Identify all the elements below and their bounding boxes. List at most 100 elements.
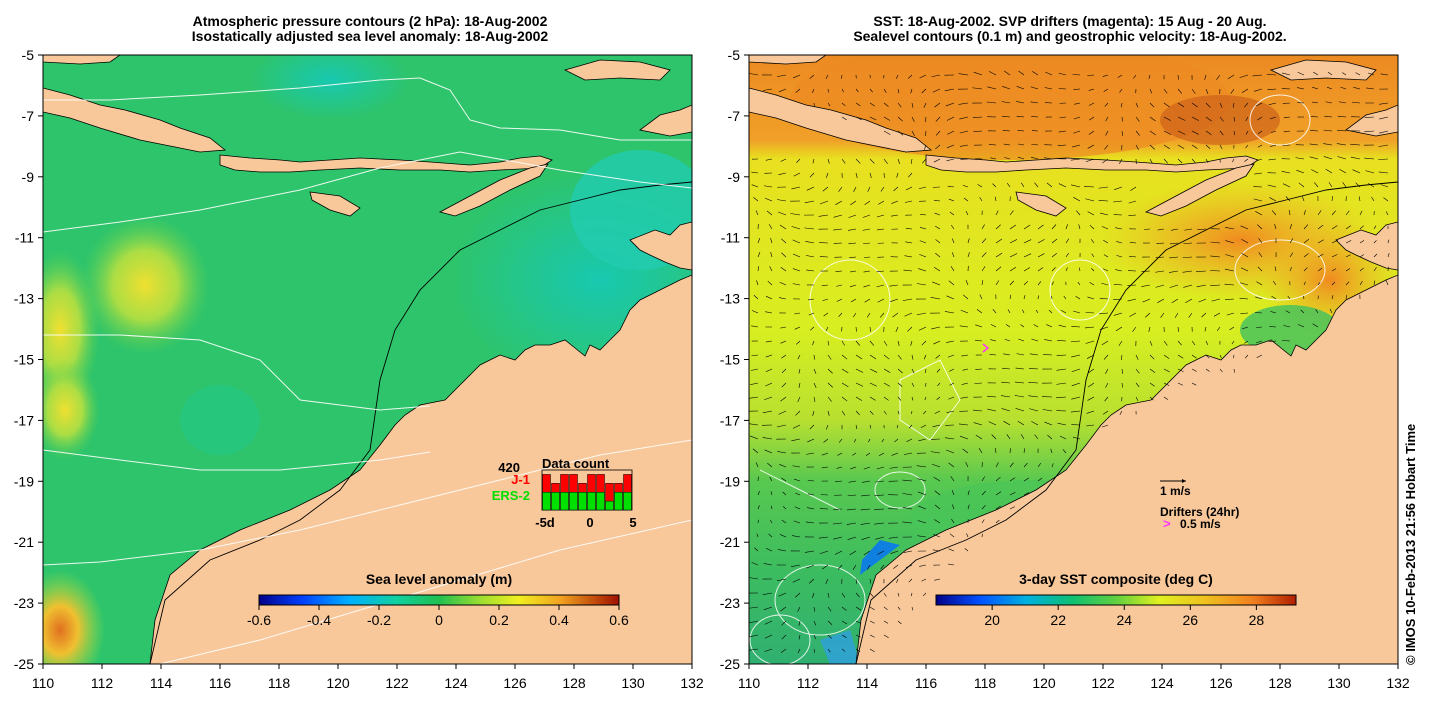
velocity-vector <box>869 158 875 164</box>
velocity-vector <box>1087 396 1095 401</box>
velocity-vector <box>880 186 885 192</box>
velocity-vector <box>770 505 773 510</box>
velocity-vector <box>1177 74 1179 80</box>
velocity-vector <box>1057 422 1067 426</box>
velocity-vector <box>897 606 901 610</box>
velocity-vector <box>917 478 927 482</box>
velocity-vector <box>946 116 955 121</box>
velocity-vector <box>819 200 829 205</box>
velocity-vector <box>1191 116 1199 121</box>
velocity-vector <box>933 476 941 482</box>
velocity-vector <box>919 254 927 258</box>
velocity-vector <box>806 186 815 191</box>
velocity-vector <box>946 144 955 149</box>
velocity-vector <box>979 197 983 202</box>
velocity-vector <box>1309 156 1319 160</box>
velocity-vector <box>754 547 759 552</box>
velocity-vector <box>933 199 941 202</box>
velocity-vector <box>1312 101 1319 104</box>
velocity-vector <box>1017 420 1025 426</box>
velocity-vector <box>794 506 801 510</box>
velocity-vector <box>1327 71 1333 76</box>
velocity-vector <box>1048 309 1053 314</box>
velocity-vector <box>934 519 941 524</box>
velocity-vector <box>1028 368 1039 370</box>
sla-colorbar-tick-label: 0.4 <box>549 612 569 628</box>
velocity-vector <box>780 340 787 344</box>
velocity-vector <box>1385 211 1389 216</box>
velocity-vector <box>958 73 969 76</box>
velocity-vector <box>1296 87 1305 90</box>
velocity-vector <box>749 634 759 638</box>
velocity-vector <box>1317 224 1324 230</box>
velocity-vector <box>1084 326 1095 329</box>
velocity-vector <box>1355 72 1361 76</box>
velocity-vector <box>1085 198 1095 202</box>
velocity-vector <box>1098 186 1109 189</box>
velocity-vector <box>749 435 759 440</box>
velocity-vector <box>827 648 831 653</box>
velocity-vector <box>1355 182 1361 188</box>
velocity-vector <box>749 606 759 609</box>
velocity-vector <box>1317 282 1321 286</box>
velocity-vector <box>875 480 885 483</box>
velocity-vector <box>1116 255 1123 258</box>
velocity-vector <box>813 354 815 360</box>
left-lat-tick-label: -15 <box>14 352 34 368</box>
velocity-vector <box>1244 340 1249 344</box>
right-lon-tick-label: 118 <box>974 675 997 691</box>
velocity-vector <box>1210 284 1221 286</box>
velocity-vector <box>812 88 815 93</box>
velocity-vector <box>1034 434 1039 440</box>
velocity-vector <box>1118 340 1123 346</box>
velocity-vector <box>798 634 801 640</box>
left-java-island <box>43 87 227 153</box>
velocity-vector <box>1015 367 1025 370</box>
velocity-vector <box>1051 238 1058 244</box>
velocity-vector <box>1188 312 1193 318</box>
sla-colorbar-ramp <box>258 594 620 606</box>
velocity-vector <box>1113 200 1123 203</box>
velocity-vector <box>918 326 927 331</box>
velocity-vector <box>896 424 899 429</box>
velocity-vector <box>1105 382 1109 388</box>
velocity-vector <box>1257 116 1263 121</box>
velocity-vector <box>934 410 941 414</box>
velocity-vector <box>1244 102 1249 108</box>
velocity-vector <box>836 284 843 287</box>
velocity-vector <box>967 238 970 244</box>
velocity-vector <box>1191 130 1199 135</box>
velocity-vector <box>1044 87 1053 90</box>
velocity-vector <box>1300 309 1305 314</box>
velocity-vector <box>934 578 941 581</box>
velocity-vector <box>764 634 773 639</box>
velocity-vector <box>995 280 1000 286</box>
velocity-vector <box>921 578 927 582</box>
velocity-vector <box>1031 116 1039 118</box>
left-lon-tick-label: 128 <box>562 675 586 691</box>
velocity-vector <box>935 144 941 150</box>
velocity-vector <box>981 490 986 496</box>
velocity-vector <box>855 396 862 401</box>
velocity-vector <box>1058 130 1067 133</box>
velocity-vector <box>822 298 829 302</box>
velocity-vector <box>1385 280 1389 286</box>
velocity-vector <box>874 508 885 510</box>
velocity-vector <box>1004 157 1011 160</box>
velocity-vector <box>876 466 885 470</box>
velocity-vector <box>1073 130 1081 134</box>
velocity-vector <box>751 325 759 328</box>
velocity-vector <box>1163 354 1170 359</box>
velocity-vector <box>861 536 871 540</box>
velocity-vector <box>975 368 983 370</box>
left-lat-tick-label: -7 <box>22 108 35 124</box>
velocity-vector <box>1085 311 1095 314</box>
left-ne-island <box>639 104 692 137</box>
velocity-vector <box>806 269 815 272</box>
velocity-vector <box>962 184 969 188</box>
velocity-vector <box>1210 241 1221 244</box>
velocity-vector <box>1272 281 1277 286</box>
velocity-vector <box>910 340 913 346</box>
velocity-vector <box>1224 268 1235 272</box>
velocity-vector <box>1009 253 1018 258</box>
